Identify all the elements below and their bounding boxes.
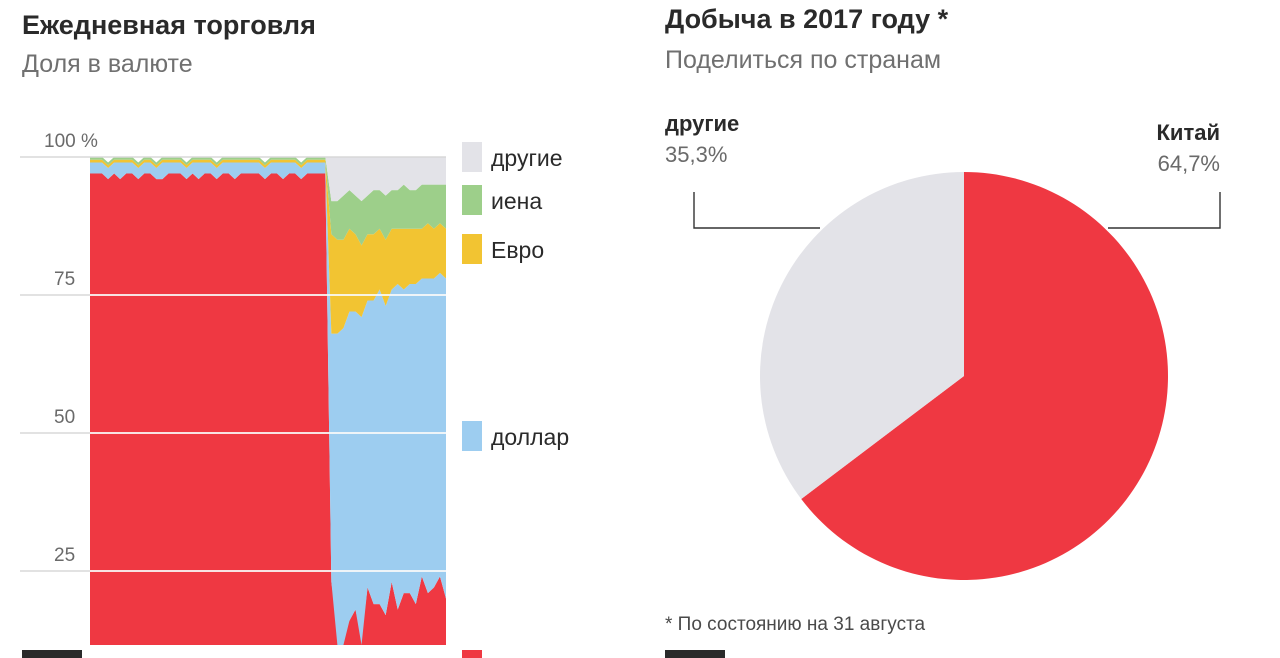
area-series-доллар: [90, 162, 446, 645]
pie-leader-other: [693, 192, 820, 229]
pie-label-name-other: другие: [665, 111, 739, 136]
area-chart-subtitle: Доля в валюте: [22, 50, 193, 78]
area-chart: 100 % 75 50 25 другие иена Евро доллар: [20, 131, 569, 645]
y-tick-label: 75: [54, 269, 75, 290]
y-tick-label: 50: [54, 407, 75, 428]
area-series-другие: [90, 157, 446, 202]
area-layers: [90, 157, 446, 645]
cutoff-text-fragment: [665, 650, 725, 658]
pie-slices: [759, 172, 1168, 580]
pie-label-name-china: Китай: [1157, 120, 1221, 145]
area-chart-panel: Ежедневная торговля Доля в валюте 100 % 7…: [20, 10, 569, 658]
pie-slice-другие: [759, 172, 964, 499]
area-series-иена: [90, 157, 446, 246]
pie-label-value-other: 35,3%: [665, 142, 727, 167]
y-tick-label: 100 %: [44, 131, 98, 152]
pie-chart-subtitle: Поделиться по странам: [665, 46, 942, 74]
pie-chart: Китай 64,7% другие 35,3%: [665, 111, 1221, 580]
legend-swatch-иена: [462, 185, 482, 215]
pie-leader-china: [1108, 192, 1221, 229]
legend-swatch-Евро: [462, 234, 482, 264]
pie-chart-title: Добыча в 2017 году *: [665, 4, 949, 34]
area-tick-labels: 100 % 75 50 25: [44, 131, 98, 566]
legend-swatch-другие: [462, 142, 482, 172]
area-series-base: [90, 173, 446, 645]
area-series-Евро: [90, 159, 446, 334]
pie-chart-panel: Добыча в 2017 году * Поделиться по стран…: [640, 0, 1280, 658]
pie-footnote: * По состоянию на 31 августа: [665, 614, 926, 635]
cutoff-text-fragment: [22, 650, 82, 658]
area-grid: [20, 156, 446, 572]
pie-label-value-china: 64,7%: [1158, 151, 1220, 176]
area-chart-title: Ежедневная торговля: [22, 10, 316, 40]
pie-slice-Китай: [801, 172, 1168, 580]
legend-swatch-доллар: [462, 421, 482, 451]
cutoff-legend-fragment: [462, 650, 482, 658]
area-legend: другие иена Евро доллар: [462, 142, 569, 451]
legend-label-Евро: Евро: [491, 237, 544, 263]
y-tick-label: 25: [54, 545, 75, 566]
legend-label-иена: иена: [491, 188, 542, 214]
legend-label-доллар: доллар: [491, 424, 569, 450]
legend-label-другие: другие: [491, 145, 562, 171]
pie-callouts: Китай 64,7% другие 35,3%: [665, 111, 1221, 229]
